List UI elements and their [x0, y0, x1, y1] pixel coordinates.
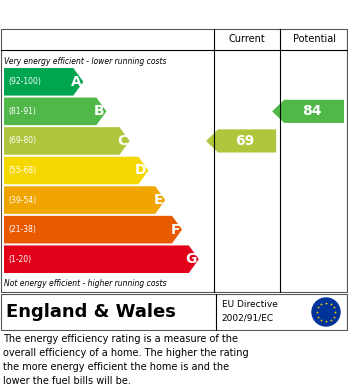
- Polygon shape: [4, 186, 165, 214]
- Polygon shape: [4, 216, 182, 244]
- Text: D: D: [135, 163, 147, 178]
- Text: (81-91): (81-91): [8, 107, 36, 116]
- Text: Very energy efficient - lower running costs: Very energy efficient - lower running co…: [4, 57, 166, 66]
- Circle shape: [312, 298, 340, 326]
- Polygon shape: [4, 98, 106, 125]
- Text: F: F: [171, 222, 180, 237]
- Text: Potential: Potential: [293, 34, 335, 44]
- Text: 2002/91/EC: 2002/91/EC: [222, 313, 274, 322]
- Polygon shape: [4, 127, 129, 155]
- Text: G: G: [185, 252, 197, 266]
- Text: Current: Current: [229, 34, 266, 44]
- Polygon shape: [272, 100, 344, 123]
- Text: 69: 69: [236, 134, 255, 148]
- Text: B: B: [94, 104, 104, 118]
- Polygon shape: [4, 157, 148, 184]
- Text: England & Wales: England & Wales: [6, 303, 176, 321]
- Polygon shape: [206, 129, 276, 152]
- Text: E: E: [154, 193, 163, 207]
- Text: (69-80): (69-80): [8, 136, 36, 145]
- Polygon shape: [4, 68, 83, 95]
- Text: A: A: [71, 75, 81, 89]
- Text: (55-68): (55-68): [8, 166, 36, 175]
- Text: EU Directive: EU Directive: [222, 300, 278, 309]
- Text: C: C: [117, 134, 127, 148]
- Text: 84: 84: [302, 104, 322, 118]
- Polygon shape: [4, 246, 199, 273]
- Text: Not energy efficient - higher running costs: Not energy efficient - higher running co…: [4, 278, 166, 287]
- Text: (21-38): (21-38): [8, 225, 36, 234]
- Text: (1-20): (1-20): [8, 255, 31, 264]
- Text: (39-54): (39-54): [8, 196, 36, 204]
- Text: The energy efficiency rating is a measure of the
overall efficiency of a home. T: The energy efficiency rating is a measur…: [3, 334, 249, 386]
- Text: (92-100): (92-100): [8, 77, 41, 86]
- Text: Energy Efficiency Rating: Energy Efficiency Rating: [10, 7, 220, 22]
